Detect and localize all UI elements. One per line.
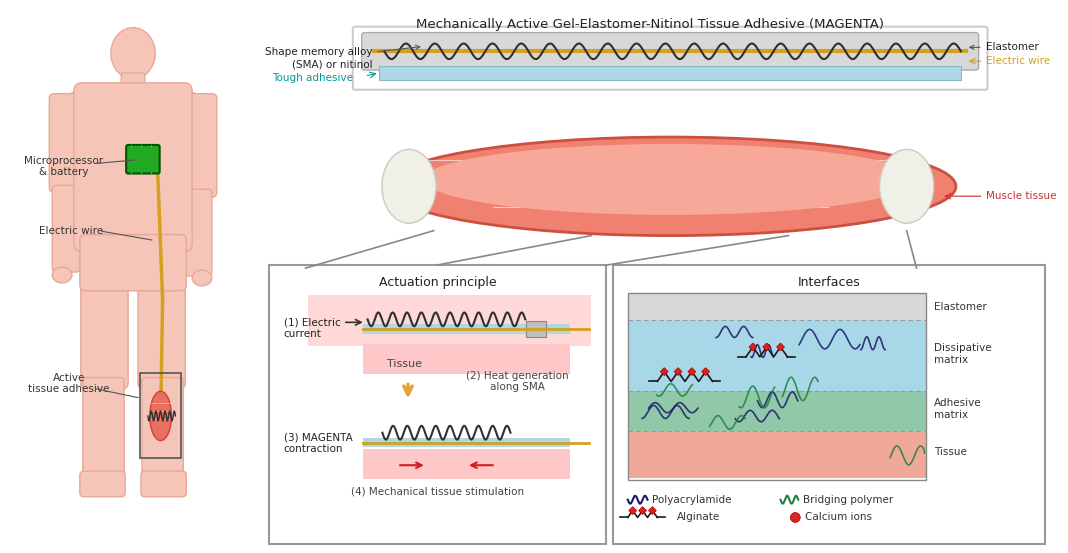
- Ellipse shape: [150, 392, 172, 441]
- Text: (3) MAGENTA
contraction: (3) MAGENTA contraction: [284, 432, 352, 455]
- Text: Tissue: Tissue: [388, 359, 422, 369]
- Ellipse shape: [424, 144, 916, 215]
- FancyBboxPatch shape: [628, 293, 926, 320]
- FancyBboxPatch shape: [142, 378, 184, 484]
- Text: (2) Heat generation
along SMA: (2) Heat generation along SMA: [466, 371, 568, 392]
- FancyBboxPatch shape: [363, 344, 569, 374]
- Polygon shape: [639, 507, 646, 514]
- Text: Elastomer: Elastomer: [970, 43, 1038, 53]
- Text: Alginate: Alginate: [677, 513, 720, 523]
- FancyBboxPatch shape: [138, 270, 185, 388]
- Text: (1) Electric
current: (1) Electric current: [284, 317, 341, 339]
- Text: Active
tissue adhesive: Active tissue adhesive: [28, 373, 110, 394]
- Polygon shape: [749, 343, 757, 351]
- FancyBboxPatch shape: [613, 265, 1045, 544]
- FancyBboxPatch shape: [362, 33, 978, 70]
- Text: Muscle tissue: Muscle tissue: [986, 191, 1056, 201]
- Text: Interfaces: Interfaces: [798, 276, 860, 289]
- Polygon shape: [674, 368, 682, 375]
- FancyBboxPatch shape: [185, 189, 211, 276]
- Polygon shape: [648, 507, 657, 514]
- FancyBboxPatch shape: [80, 234, 186, 291]
- Text: Elastomer: Elastomer: [934, 301, 987, 311]
- Text: Polyacrylamide: Polyacrylamide: [653, 495, 732, 505]
- FancyBboxPatch shape: [379, 66, 961, 80]
- FancyBboxPatch shape: [80, 471, 125, 497]
- Ellipse shape: [382, 149, 436, 223]
- Ellipse shape: [880, 149, 933, 223]
- Text: Calcium ions: Calcium ions: [805, 513, 873, 523]
- Ellipse shape: [52, 267, 72, 283]
- Polygon shape: [660, 368, 669, 375]
- Ellipse shape: [192, 270, 211, 286]
- FancyBboxPatch shape: [141, 471, 186, 497]
- Polygon shape: [702, 368, 709, 375]
- Text: Actuation principle: Actuation principle: [379, 276, 497, 289]
- FancyBboxPatch shape: [74, 83, 192, 252]
- FancyBboxPatch shape: [309, 295, 592, 346]
- FancyBboxPatch shape: [363, 450, 569, 479]
- Text: Adhesive
matrix: Adhesive matrix: [934, 398, 981, 420]
- FancyBboxPatch shape: [185, 93, 217, 197]
- FancyBboxPatch shape: [83, 378, 124, 484]
- Text: Electric wire: Electric wire: [38, 226, 103, 236]
- Polygon shape: [776, 343, 785, 351]
- FancyBboxPatch shape: [49, 93, 81, 192]
- Text: Tough adhesive: Tough adhesive: [272, 73, 352, 83]
- Text: Dissipative
matrix: Dissipative matrix: [934, 343, 992, 365]
- FancyBboxPatch shape: [527, 321, 546, 337]
- FancyBboxPatch shape: [269, 265, 607, 544]
- Text: Mechanically Active Gel-Elastomer-Nitinol Tissue Adhesive (MAGENTA): Mechanically Active Gel-Elastomer-Nitino…: [417, 18, 884, 31]
- Text: Bridging polymer: Bridging polymer: [803, 495, 894, 505]
- FancyBboxPatch shape: [628, 431, 926, 478]
- FancyBboxPatch shape: [81, 270, 128, 388]
- Text: (4) Mechanical tissue stimulation: (4) Mechanical tissue stimulation: [351, 487, 524, 497]
- Text: Electric wire: Electric wire: [986, 56, 1050, 66]
- Text: Tissue: Tissue: [934, 447, 968, 457]
- FancyBboxPatch shape: [363, 437, 569, 447]
- Polygon shape: [688, 368, 695, 375]
- FancyBboxPatch shape: [363, 324, 569, 334]
- Text: Shape memory alloy
(SMA) or nitinol: Shape memory alloy (SMA) or nitinol: [265, 45, 420, 69]
- Polygon shape: [629, 507, 637, 514]
- Ellipse shape: [384, 137, 956, 236]
- FancyBboxPatch shape: [52, 185, 80, 272]
- Text: Microprocessor
& battery: Microprocessor & battery: [25, 156, 104, 178]
- FancyBboxPatch shape: [126, 145, 159, 174]
- FancyBboxPatch shape: [628, 320, 926, 419]
- Ellipse shape: [172, 92, 202, 113]
- FancyBboxPatch shape: [628, 392, 926, 431]
- Polygon shape: [763, 343, 771, 351]
- Circle shape: [790, 513, 800, 523]
- Ellipse shape: [111, 28, 155, 79]
- Ellipse shape: [64, 92, 94, 113]
- FancyBboxPatch shape: [122, 73, 145, 95]
